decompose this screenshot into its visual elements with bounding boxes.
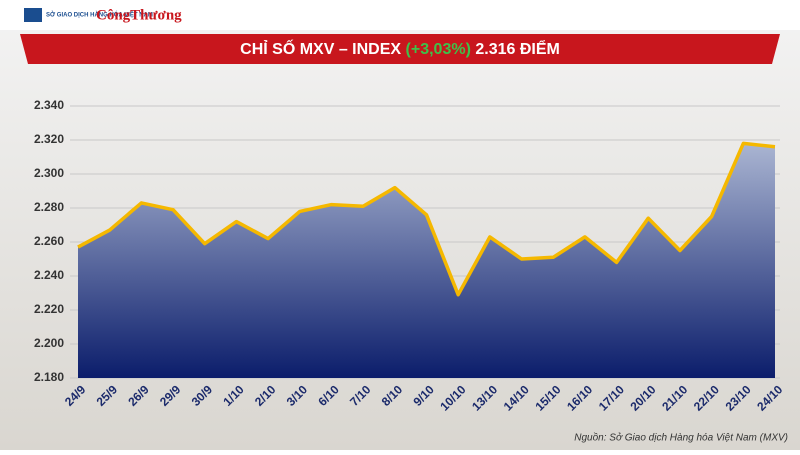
mxv-icon	[24, 8, 42, 22]
y-tick-label: 2.220	[34, 302, 64, 316]
line	[77, 141, 776, 297]
y-tick-label: 2.240	[34, 268, 64, 282]
y-tick-label: 2.280	[34, 200, 64, 214]
y-tick-label: 2.300	[34, 166, 64, 180]
chart-title: CHỈ SỐ MXV – INDEX (+3,03%) 2.316 ĐIỂM	[240, 38, 560, 58]
header-bar	[0, 0, 800, 30]
mxv-logo: SỞ GIAO DỊCH HÀNG HÓA VIỆT NAM	[46, 11, 153, 19]
y-tick-label: 2.320	[34, 132, 64, 146]
y-tick-label: 2.260	[34, 234, 64, 248]
title-main: CHỈ SỐ MXV – INDEX	[240, 38, 401, 58]
area-fill	[78, 143, 775, 378]
title-change: (+3,03%)	[406, 41, 471, 58]
y-tick-label: 2.200	[34, 336, 64, 350]
y-tick-label: 2.180	[34, 370, 64, 384]
y-tick-label: 2.340	[34, 98, 64, 112]
source-note: Nguồn: Sở Giao dịch Hàng hóa Việt Nam (M…	[574, 432, 788, 444]
title-value: 2.316 ĐIỂM	[475, 39, 559, 58]
ct-logo: CôngThương	[96, 7, 182, 23]
title-banner	[20, 34, 780, 64]
